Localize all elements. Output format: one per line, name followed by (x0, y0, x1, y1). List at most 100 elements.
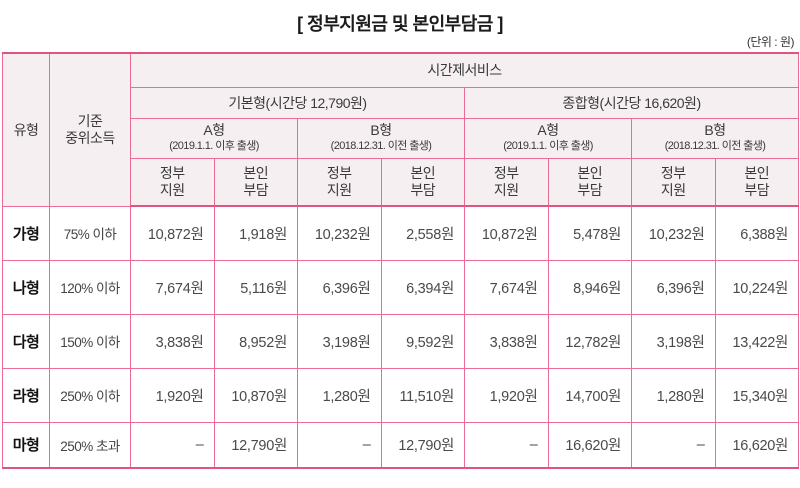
cell-value: 3,838원 (464, 313, 549, 369)
basic-b-label: B형 (370, 122, 392, 139)
col-header-self-2: 본인 부담 (380, 157, 465, 207)
row-type-label: 가형 (2, 205, 50, 261)
cell-value: – (130, 421, 215, 469)
cell-value: 5,116원 (213, 259, 298, 315)
col-header-comp-a: A형 (2019.1.1. 이후 출생) (464, 117, 632, 159)
unit-note: (단위 : 원) (746, 35, 795, 49)
table-row: 라형 250% 이하 1,920원 10,870원 1,280원 11,510원… (2, 367, 800, 423)
cell-value: 14,700원 (547, 367, 632, 423)
col-header-comprehensive: 종합형(시간당 16,620원) (463, 86, 800, 119)
self-line1: 본인 (243, 164, 269, 181)
table-row: 나형 120% 이하 7,674원 5,116원 6,396원 6,394원 7… (2, 259, 800, 315)
row-type-label: 나형 (2, 259, 50, 315)
cell-value: 10,224원 (714, 259, 800, 315)
cell-value: 13,422원 (714, 313, 800, 369)
gov-line1: 정부 (159, 164, 185, 181)
basic-a-label: A형 (203, 122, 225, 139)
cell-value: 8,946원 (547, 259, 632, 315)
cell-value: – (297, 421, 382, 469)
cell-value: 10,232원 (631, 205, 716, 261)
gov-line2: 지원 (159, 181, 185, 198)
gov-line2: 지원 (660, 181, 686, 198)
self-line1: 본인 (577, 164, 603, 181)
cell-value: 16,620원 (714, 421, 800, 469)
cell-value: 1,280원 (297, 367, 382, 423)
cell-value: 12,782원 (547, 313, 632, 369)
cell-value: – (464, 421, 549, 469)
cell-value: 1,280원 (631, 367, 716, 423)
self-line2: 부담 (577, 181, 603, 198)
cell-value: 16,620원 (547, 421, 632, 469)
comp-a-sub: (2019.1.1. 이후 출생) (503, 139, 593, 152)
comp-b-sub: (2018.12.31. 이전 출생) (664, 139, 766, 152)
cell-value: 11,510원 (380, 367, 465, 423)
cell-value: 5,478원 (547, 205, 632, 261)
col-header-comp-b: B형 (2018.12.31. 이전 출생) (630, 117, 800, 159)
col-header-self-4: 본인 부담 (714, 157, 800, 207)
col-header-gov-2: 정부 지원 (297, 157, 382, 207)
cell-value: 2,558원 (380, 205, 465, 261)
cell-value: 12,790원 (213, 421, 298, 469)
cell-value: 6,394원 (380, 259, 465, 315)
income-line2: 중위소득 (65, 129, 115, 146)
cell-value: 3,198원 (297, 313, 382, 369)
cell-value: 10,872원 (464, 205, 549, 261)
basic-a-sub: (2019.1.1. 이후 출생) (169, 139, 259, 152)
cell-value: 15,340원 (714, 367, 800, 423)
cell-value: 7,674원 (130, 259, 215, 315)
col-header-service: 시간제서비스 (129, 52, 800, 88)
cell-value: 3,198원 (631, 313, 716, 369)
cell-value: 10,872원 (130, 205, 215, 261)
cell-value: 6,396원 (297, 259, 382, 315)
self-line1: 본인 (410, 164, 436, 181)
header-zone: [ 정부지원금 및 본인부담금 ] (단위 : 원) (2, 6, 798, 52)
gov-line2: 지원 (326, 181, 352, 198)
row-income: 150% 이하 (49, 313, 131, 369)
income-line1: 기준 (77, 112, 103, 129)
col-header-gov-3: 정부 지원 (464, 157, 549, 207)
cell-value: 1,920원 (464, 367, 549, 423)
cell-value: 3,838원 (130, 313, 215, 369)
cell-value: 9,592원 (380, 313, 465, 369)
gov-line1: 정부 (493, 164, 519, 181)
self-line2: 부담 (243, 181, 269, 198)
row-income: 250% 이하 (49, 367, 131, 423)
cell-value: 12,790원 (380, 421, 465, 469)
cell-value: 6,388원 (714, 205, 800, 261)
col-header-income: 기준 중위소득 (49, 52, 131, 207)
gov-line1: 정부 (660, 164, 686, 181)
table-row: 마형 250% 초과 – 12,790원 – 12,790원 – 16,620원… (2, 421, 800, 469)
cell-value: 6,396원 (631, 259, 716, 315)
row-type-label: 마형 (2, 421, 50, 469)
row-income: 120% 이하 (49, 259, 131, 315)
col-header-self-3: 본인 부담 (547, 157, 632, 207)
row-type-label: 다형 (2, 313, 50, 369)
gov-line1: 정부 (326, 164, 352, 181)
subsidy-table: 유형 기준 중위소득 시간제서비스 기본형(시간당 12,790원) 종합형(시… (2, 52, 800, 469)
comp-b-label: B형 (704, 122, 726, 139)
col-header-basic-a: A형 (2019.1.1. 이후 출생) (130, 117, 298, 159)
col-header-gov-1: 정부 지원 (130, 157, 215, 207)
col-header-type: 유형 (2, 52, 50, 207)
cell-value: 10,232원 (297, 205, 382, 261)
row-income: 250% 초과 (49, 421, 131, 469)
cell-value: 1,920원 (130, 367, 215, 423)
self-line2: 부담 (744, 181, 770, 198)
cell-value: 7,674원 (464, 259, 549, 315)
self-line2: 부담 (410, 181, 436, 198)
self-line1: 본인 (744, 164, 770, 181)
cell-value: 10,870원 (213, 367, 298, 423)
page-title: [ 정부지원금 및 본인부담금 ] (297, 14, 503, 34)
col-header-basic: 기본형(시간당 12,790원) (130, 86, 465, 119)
basic-b-sub: (2018.12.31. 이전 출생) (330, 139, 432, 152)
gov-line2: 지원 (493, 181, 519, 198)
col-header-gov-4: 정부 지원 (631, 157, 716, 207)
cell-value: – (631, 421, 716, 469)
comp-a-label: A형 (537, 122, 559, 139)
table-row: 다형 150% 이하 3,838원 8,952원 3,198원 9,592원 3… (2, 313, 800, 369)
table-row: 가형 75% 이하 10,872원 1,918원 10,232원 2,558원 … (2, 205, 800, 261)
row-type-label: 라형 (2, 367, 50, 423)
row-income: 75% 이하 (49, 205, 131, 261)
col-header-self-1: 본인 부담 (213, 157, 298, 207)
